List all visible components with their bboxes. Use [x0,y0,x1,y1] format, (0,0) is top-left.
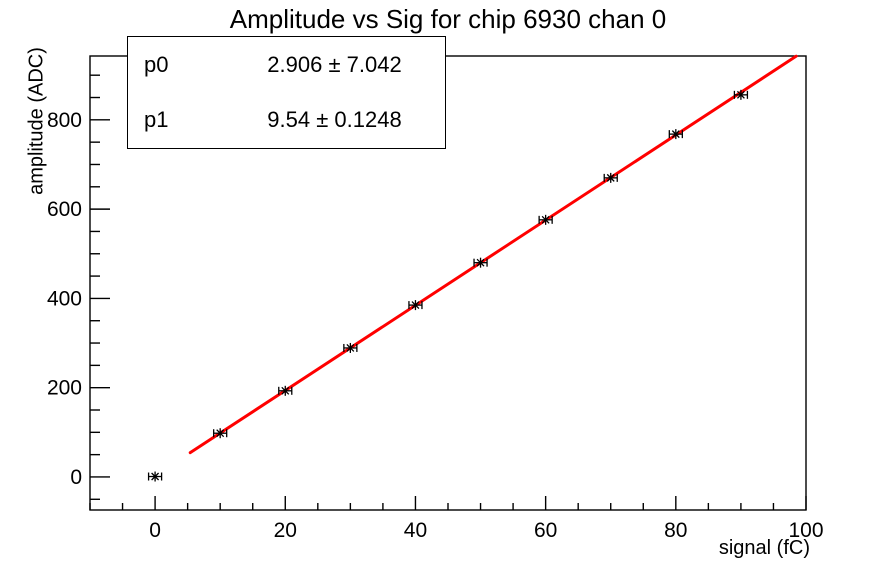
stat-row-p0: p0 2.906 ± 7.042 [128,52,445,78]
marker-arm [476,258,485,267]
y-tick-label: 200 [47,377,82,400]
data-point [733,89,749,100]
marker-arm [411,301,420,310]
marker-arm [671,130,680,139]
stat-row-p1: p1 9.54 ± 0.1248 [128,107,445,133]
data-point [668,129,683,140]
data-point [603,172,618,183]
stat-param-name: p0 [144,51,169,77]
marker-arm [281,386,290,395]
y-axis-title: amplitude (ADC) [25,47,48,195]
chart-title: Amplitude vs Sig for chip 6930 chan 0 [229,4,667,34]
marker-arm [151,472,160,481]
marker-arm [541,215,550,224]
marker-arm [736,90,745,99]
data-point [538,214,553,225]
stat-param-value: 2.906 ± 7.042 [267,51,402,77]
x-tick-label: 80 [664,519,687,542]
data-point [473,257,488,268]
data-point [147,471,163,482]
y-tick-label: 400 [47,287,82,310]
stat-param-name: p1 [144,107,169,133]
x-tick-label: 100 [788,519,823,542]
y-tick-label: 600 [47,198,82,221]
marker-arm [216,429,225,438]
data-point [343,342,358,353]
y-tick-label: 800 [47,109,82,132]
fit-stats-box: p0 2.906 ± 7.042 p1 9.54 ± 0.1248 [127,36,446,149]
x-tick-label: 20 [274,519,297,542]
marker-arm [346,343,355,352]
y-tick-label: 0 [70,466,82,489]
data-point [408,300,423,311]
data-point [278,385,293,396]
data-point [213,428,228,439]
x-tick-label: 40 [404,519,427,542]
stat-param-value: 9.54 ± 0.1248 [267,107,402,133]
marker-arm [606,173,615,182]
fit-line [188,54,798,455]
x-tick-label: 60 [534,519,557,542]
x-tick-label: 0 [149,519,161,542]
x-axis-title: signal (fC) [718,537,810,559]
